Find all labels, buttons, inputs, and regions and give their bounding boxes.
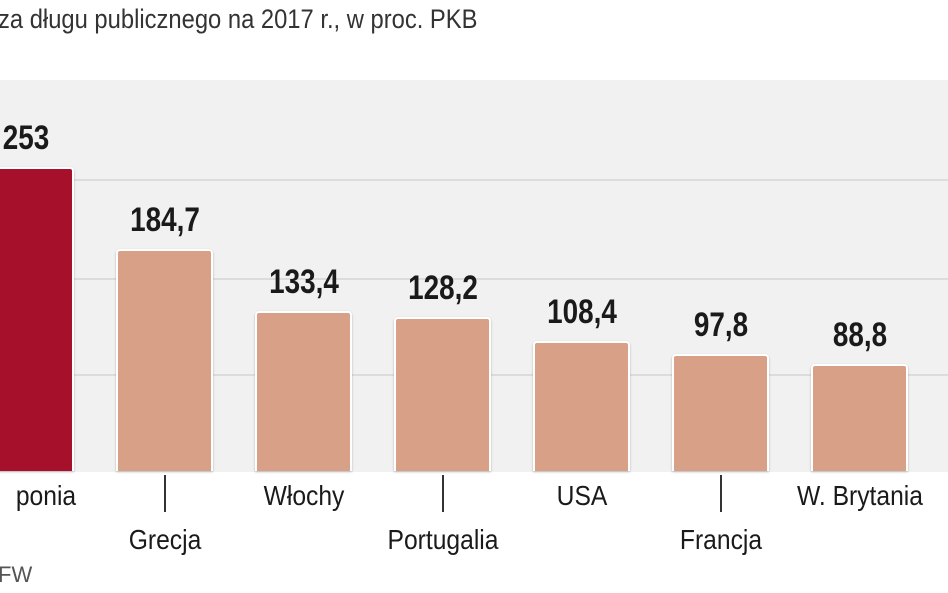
bar-4 (533, 340, 630, 471)
category-label: Włochy (263, 480, 345, 511)
category-label: Grecja (128, 524, 202, 555)
category-label: Francja (679, 524, 763, 555)
bar-2 (255, 310, 352, 471)
bar-1 (116, 249, 213, 471)
bar-0 (0, 167, 74, 471)
value-label: 88,8 (832, 316, 888, 355)
category-label: USA (556, 480, 608, 511)
value-label: 133,4 (269, 262, 339, 301)
label-tick (442, 475, 444, 512)
label-tick (720, 475, 722, 512)
value-label: 108,4 (547, 292, 617, 331)
bar-6 (811, 364, 908, 471)
value-label: 253 (2, 119, 50, 158)
value-label: 184,7 (130, 201, 200, 240)
label-tick (164, 475, 166, 512)
category-label: ponia (15, 480, 77, 511)
value-label: 97,8 (693, 305, 749, 344)
source-label: FW (0, 562, 33, 587)
bar-3 (394, 317, 491, 471)
category-label: Portugalia (387, 524, 499, 555)
chart-title: za długu publicznego na 2017 r., w proc.… (0, 4, 478, 34)
gridline (0, 278, 948, 280)
gridline (0, 179, 948, 181)
bar-5 (672, 353, 769, 471)
value-label: 128,2 (408, 269, 478, 308)
category-label: W. Brytania (796, 480, 923, 511)
